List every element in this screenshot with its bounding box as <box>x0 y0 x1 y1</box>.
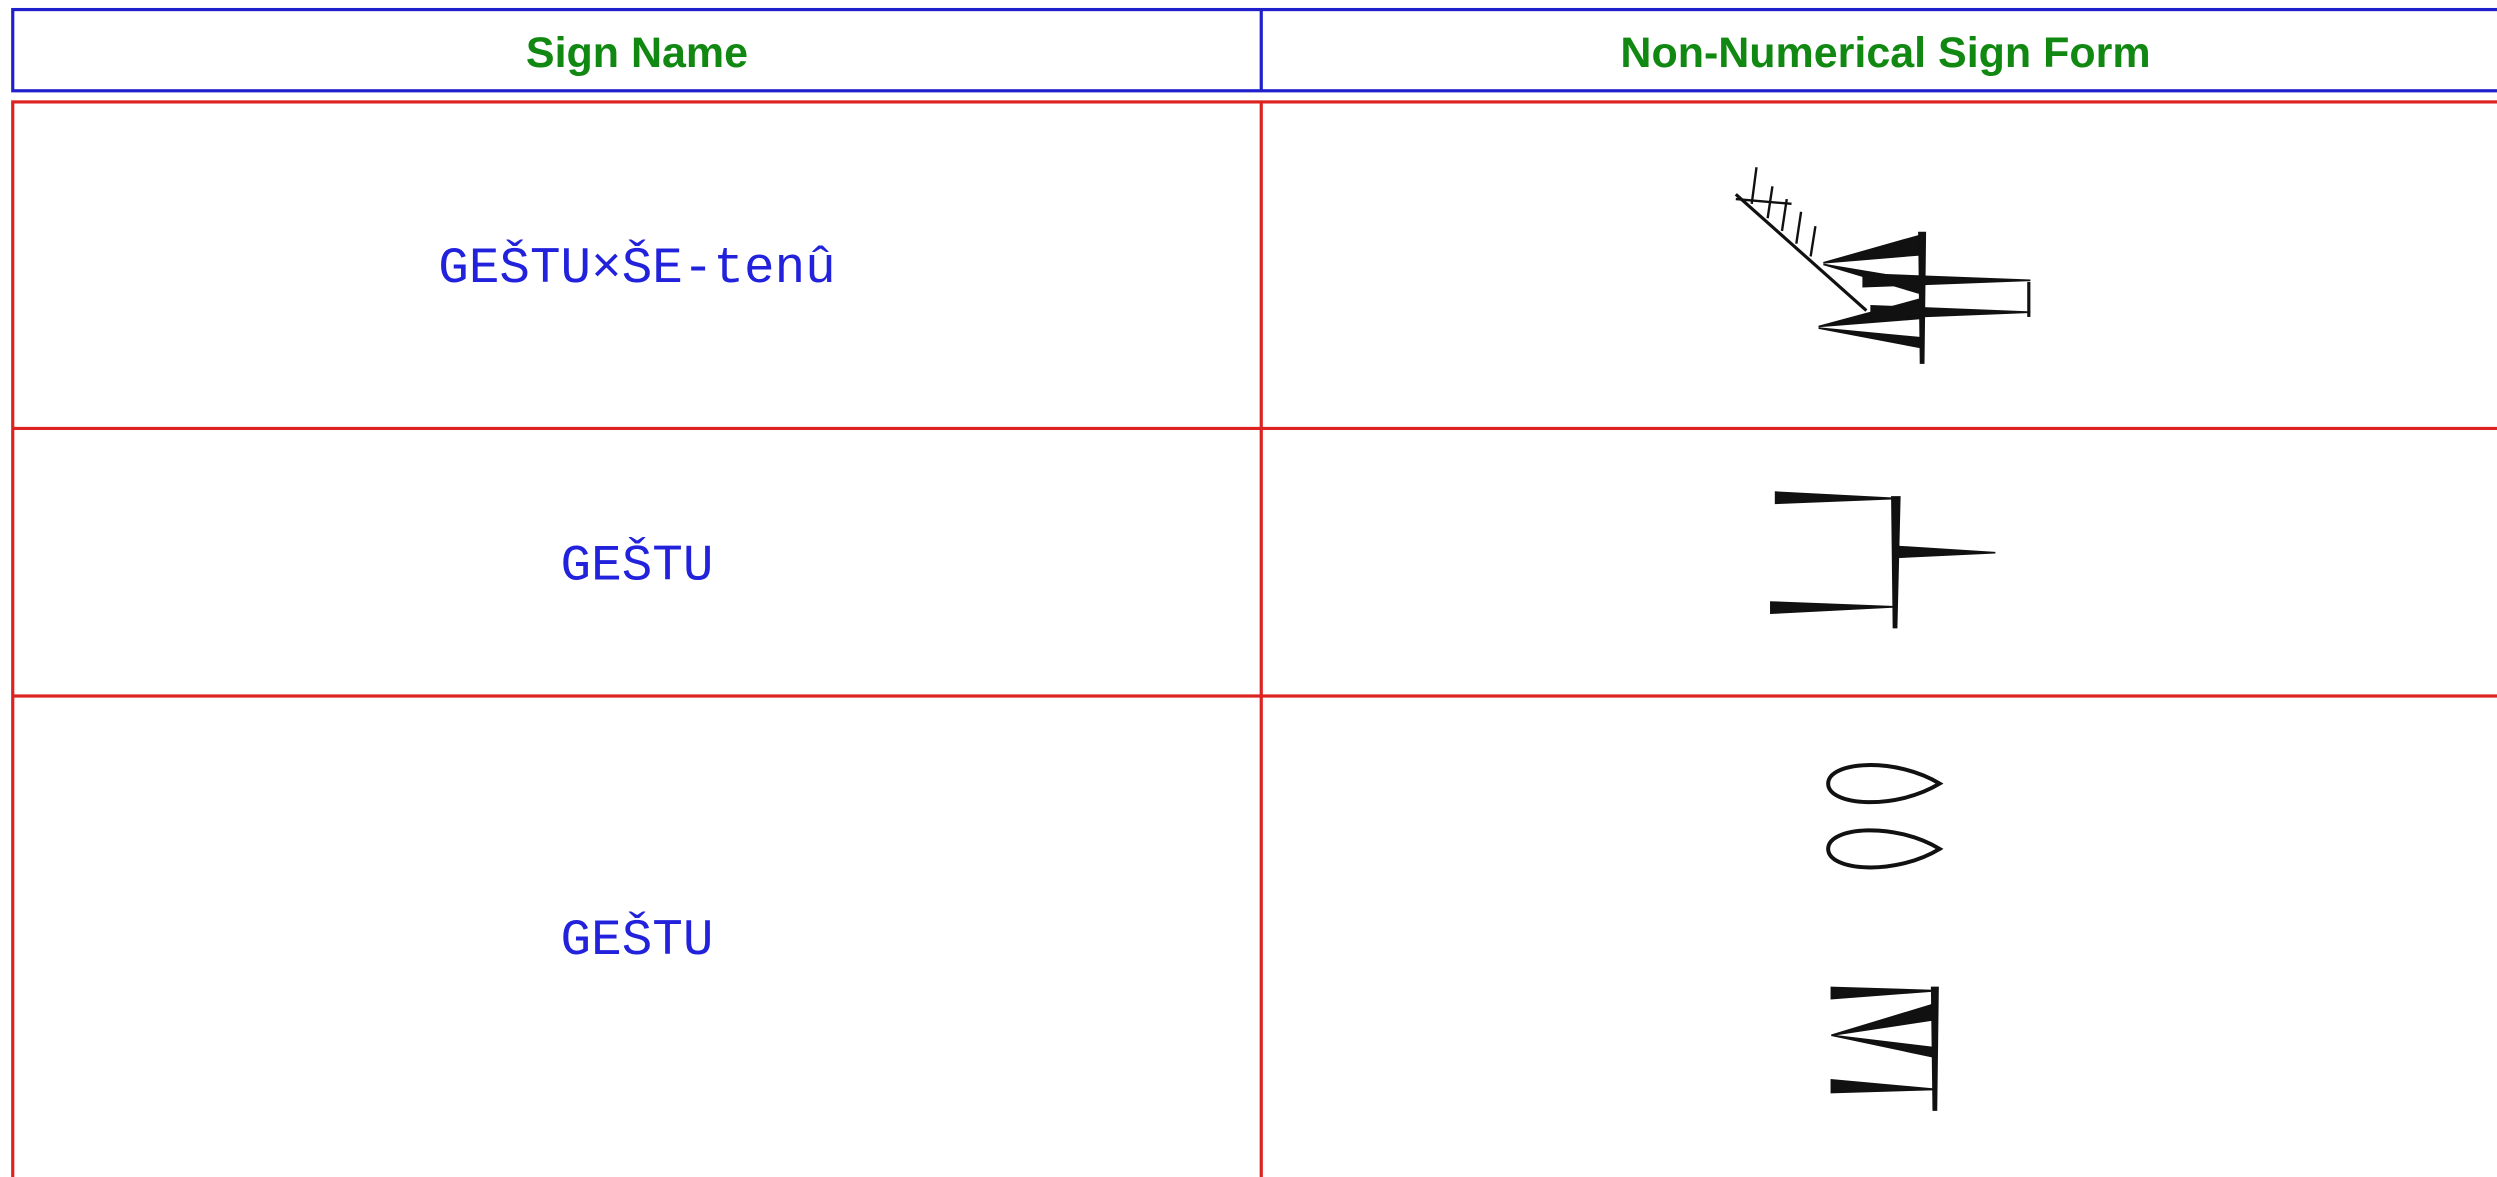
table-grid <box>11 100 2497 1177</box>
header-cell: Sign Name <box>526 29 748 77</box>
cuneiform-sign <box>1830 986 1939 1111</box>
sign-name: GEŠTU×ŠE-tenû <box>438 238 835 298</box>
cuneiform-sign <box>1734 167 2031 364</box>
sign-name: GEŠTU <box>561 536 714 596</box>
cuneiform-sign <box>1770 491 1996 629</box>
cuneiform-sign <box>1826 763 1944 870</box>
header-cell: Non-Numerical Sign Form <box>1620 29 2150 77</box>
sign-name: GEŠTU <box>561 910 714 970</box>
